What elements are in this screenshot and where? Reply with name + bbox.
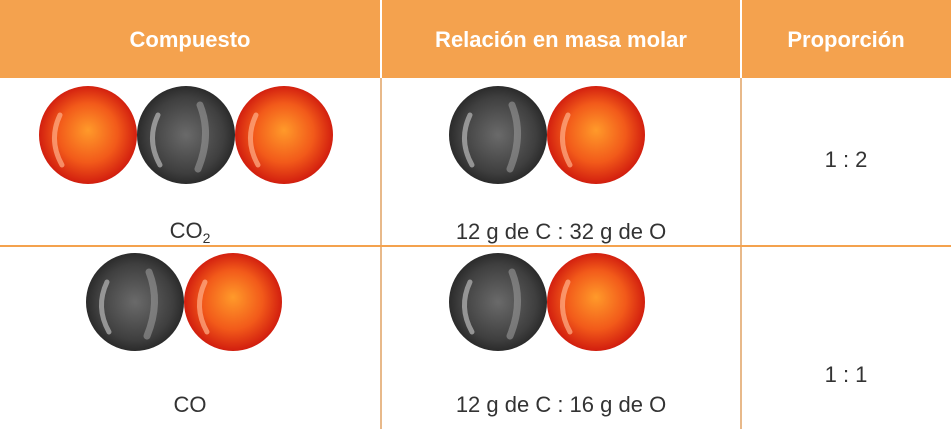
- compound-formula: CO: [174, 392, 207, 418]
- formula: CO: [173, 392, 207, 417]
- mass-relation: 12 g de C : 32 g de O: [455, 219, 667, 244]
- mass-relation: 12 g de C : 16 g de O: [455, 392, 667, 417]
- header-cell: Compuesto: [129, 27, 251, 52]
- proportion: 1 : 1: [824, 362, 868, 387]
- proportion: 1 : 2: [824, 147, 868, 172]
- header-cell: Relación en masa molar: [435, 27, 687, 52]
- formula: CO: [169, 217, 203, 243]
- header-cell: Proporción: [787, 27, 905, 52]
- compound-formula: CO2: [170, 218, 211, 246]
- header-bar: [0, 0, 951, 78]
- subscript: 2: [202, 230, 211, 247]
